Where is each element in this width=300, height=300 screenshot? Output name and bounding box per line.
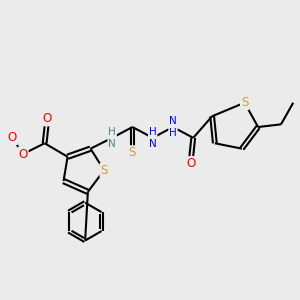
- Text: O: O: [18, 148, 28, 160]
- Text: S: S: [129, 146, 136, 159]
- Text: S: S: [241, 96, 248, 109]
- Text: S: S: [100, 164, 108, 177]
- Text: O: O: [186, 157, 195, 170]
- Text: H
N: H N: [149, 127, 157, 148]
- Text: O: O: [43, 112, 52, 125]
- Text: H
N: H N: [108, 127, 116, 148]
- Text: O: O: [8, 131, 17, 144]
- Text: N
H: N H: [169, 116, 177, 138]
